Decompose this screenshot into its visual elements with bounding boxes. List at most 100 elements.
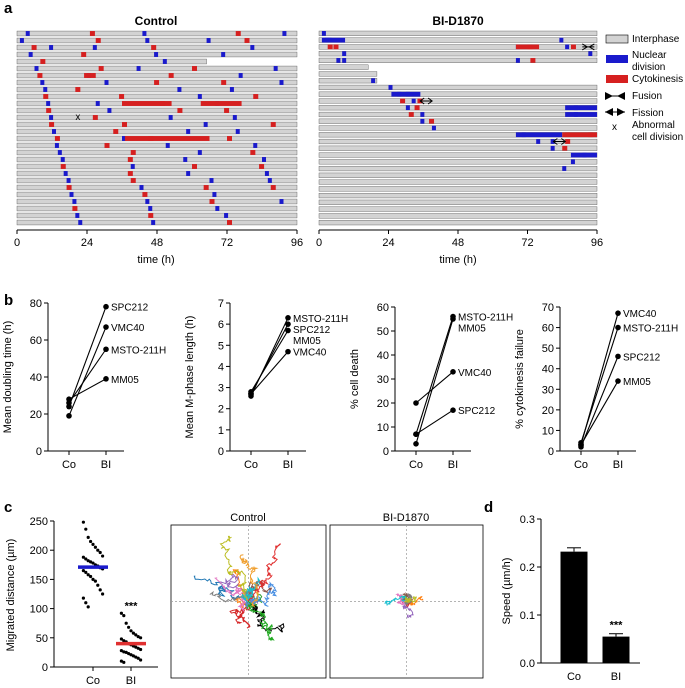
cytokinesis-mark bbox=[92, 115, 98, 120]
series-line bbox=[68, 326, 107, 417]
nuclear-division-mark bbox=[203, 122, 208, 127]
interphase-bar bbox=[318, 199, 598, 205]
interphase-bar bbox=[318, 172, 598, 178]
cytokinesis-mark bbox=[37, 73, 43, 78]
y-tick-label: 200 bbox=[30, 545, 48, 557]
interphase-bar bbox=[318, 152, 598, 158]
x-tick-label: 48 bbox=[452, 237, 464, 249]
nuclear-division-mark bbox=[273, 66, 278, 71]
data-point bbox=[84, 570, 88, 574]
cytokinesis-mark bbox=[130, 178, 136, 183]
bar bbox=[602, 636, 630, 663]
y-tick-label: 0 bbox=[42, 662, 48, 674]
series-label: SPC212 bbox=[293, 325, 331, 336]
x-tick-label: 0 bbox=[316, 237, 322, 249]
cytokinesis-mark bbox=[570, 44, 576, 50]
data-point bbox=[413, 431, 419, 438]
series-label: MSTO-211H bbox=[458, 313, 513, 324]
data-point bbox=[285, 321, 291, 327]
data-point bbox=[450, 407, 456, 414]
interphase-bar bbox=[16, 128, 298, 135]
y-tick-label: 60 bbox=[30, 335, 42, 347]
y-tick-label: 80 bbox=[30, 298, 42, 310]
cytokinesis-mark bbox=[192, 66, 197, 71]
cytokinesis-mark bbox=[124, 136, 210, 141]
nuclear-division-mark bbox=[142, 31, 147, 36]
nuclear-division-mark bbox=[336, 58, 341, 63]
data-point bbox=[136, 656, 140, 660]
cytokinesis-failure-chart: 0 10 20 30 40 50 60 70 Co BI % cytokinesis failure… bbox=[514, 302, 678, 471]
nuclear-division-mark bbox=[209, 178, 214, 183]
fusion-icon bbox=[605, 92, 625, 100]
data-point bbox=[139, 636, 143, 640]
nuclear-division-mark bbox=[168, 115, 173, 120]
data-point bbox=[615, 310, 621, 316]
nuclear-division-mark bbox=[570, 159, 575, 165]
data-point bbox=[122, 614, 126, 618]
legend-interphase: Interphase bbox=[632, 34, 680, 45]
nuclear-division-mark bbox=[66, 178, 71, 183]
interphase-bar bbox=[318, 186, 598, 192]
nuclear-division-mark bbox=[371, 78, 376, 84]
fusion-mark bbox=[582, 43, 595, 51]
data-point bbox=[96, 548, 100, 552]
y-tick-label: 0 bbox=[218, 446, 224, 458]
cytokinesis-mark bbox=[119, 94, 125, 99]
nuclear-division-mark bbox=[40, 80, 45, 85]
control-tracks-panel bbox=[170, 524, 327, 679]
cell-track bbox=[245, 581, 278, 607]
cell-track bbox=[404, 595, 417, 604]
cytokinesis-mark bbox=[253, 94, 259, 99]
interphase-bar bbox=[16, 198, 298, 205]
legend-cytokinesis: Cytokinesis bbox=[632, 74, 683, 85]
cytokinesis-mark bbox=[130, 150, 136, 155]
cytokinesis-mark bbox=[227, 136, 232, 141]
interphase-bar bbox=[318, 30, 598, 36]
cell-death-chart: 0 10 20 30 40 50 60 Co BI % cell death MSTO-211HMM… bbox=[349, 302, 513, 471]
interphase-bar bbox=[318, 44, 598, 50]
nuclear-division-mark bbox=[550, 145, 555, 151]
nuclear-division-mark bbox=[229, 87, 234, 92]
series-line bbox=[415, 371, 454, 404]
data-point bbox=[615, 353, 621, 360]
data-point bbox=[66, 396, 72, 403]
data-point bbox=[91, 561, 95, 565]
series-label: VMC40 bbox=[293, 348, 327, 359]
nuclear-division-swatch bbox=[606, 55, 628, 63]
nuclear-division-mark bbox=[186, 171, 191, 176]
interphase-bar bbox=[16, 121, 298, 128]
x-tick-label: 72 bbox=[521, 237, 533, 249]
interphase-bar bbox=[318, 78, 378, 84]
data-point bbox=[91, 577, 95, 582]
panel-a-label: a bbox=[4, 0, 13, 17]
interphase-bar bbox=[16, 177, 298, 184]
x-tick-label: 72 bbox=[221, 237, 233, 249]
data-point bbox=[93, 579, 97, 583]
cytokinesis-mark bbox=[43, 94, 49, 99]
nuclear-division-mark bbox=[197, 94, 202, 99]
nuclear-division-mark bbox=[279, 80, 284, 85]
nuclear-division-mark bbox=[43, 87, 48, 92]
y-tick-label: 4 bbox=[218, 361, 224, 373]
speed-bar-chart: 0.0 0.1 0.2 0.3 Co BI *** Speed (µm/h) bbox=[501, 514, 640, 683]
series-label: MM05 bbox=[623, 377, 651, 388]
y-tick-label: 60 bbox=[542, 323, 554, 335]
x-tick-label: 96 bbox=[591, 237, 603, 249]
cytokinesis-mark bbox=[400, 98, 406, 104]
data-point bbox=[122, 650, 126, 654]
cytokinesis-mark bbox=[270, 122, 276, 127]
nuclear-division-mark bbox=[321, 37, 346, 43]
fission-icon bbox=[605, 108, 625, 116]
data-point bbox=[98, 550, 102, 555]
x-tick-label: BI bbox=[283, 459, 293, 471]
cytokinesis-mark bbox=[81, 52, 87, 57]
nuclear-division-mark bbox=[235, 129, 240, 134]
nuclear-division-mark bbox=[139, 185, 144, 190]
legend-abnormal-division: Abnormal cell division bbox=[632, 120, 683, 143]
y-tick-label: 10 bbox=[377, 422, 389, 434]
bi-timeline: 0 24 48 72 96 bbox=[316, 30, 603, 249]
data-point bbox=[285, 327, 291, 334]
cytokinesis-mark bbox=[72, 206, 78, 211]
cytokinesis-mark bbox=[122, 122, 127, 127]
